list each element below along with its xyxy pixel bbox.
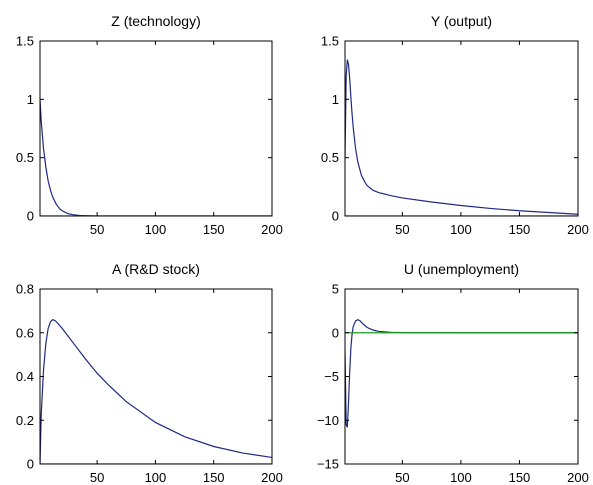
- axes-box: [39, 288, 273, 465]
- y-tick-label: 0: [332, 325, 339, 340]
- y-tick-label: 1: [27, 92, 34, 107]
- x-tick-label: 200: [567, 470, 589, 485]
- y-tick-label: 0.4: [16, 369, 34, 384]
- subplot-4: 50 100 150 200 −15 −10 −5 0 5 U (unemployment): [317, 261, 589, 485]
- chart-title: A (R&D stock): [112, 261, 200, 277]
- series-line-1: [345, 318, 578, 428]
- y-tick-label: 1.5: [16, 34, 34, 49]
- y-tick-label: −10: [317, 413, 339, 428]
- x-tick-label: 50: [90, 222, 104, 237]
- y-tick-label: 5: [332, 282, 339, 297]
- y-tick-label: 0.5: [16, 150, 34, 165]
- x-tick-label: 200: [261, 470, 283, 485]
- y-tick-label: 0: [27, 209, 34, 224]
- y-tick-label: 0.5: [321, 150, 339, 165]
- x-tick-label: 100: [450, 222, 472, 237]
- x-tick-label: 150: [203, 470, 225, 485]
- series-line-1: [40, 318, 272, 464]
- y-tick-label: 1.5: [321, 34, 339, 49]
- subplot-3: 50 100 150 200 0 0.2 0.4 0.6 0.8 A (R&D stock): [16, 261, 283, 485]
- x-tick-label: 200: [261, 222, 283, 237]
- x-tick-label: 150: [509, 222, 531, 237]
- x-tick-label: 150: [509, 470, 531, 485]
- series-line-1: [40, 99, 272, 216]
- axes-box: [344, 288, 579, 465]
- chart-title: Z (technology): [111, 13, 200, 29]
- y-tick-label: 0.8: [16, 282, 34, 297]
- axes-box: [344, 40, 579, 217]
- x-tick-label: 50: [395, 222, 409, 237]
- chart-title: Y (output): [431, 13, 492, 29]
- y-tick-label: −5: [324, 369, 339, 384]
- y-tick-label: 0.2: [16, 413, 34, 428]
- y-tick-label: −15: [317, 457, 339, 472]
- chart-title: U (unemployment): [404, 261, 519, 277]
- x-tick-label: 100: [145, 222, 167, 237]
- x-tick-label: 100: [450, 470, 472, 485]
- axes-box: [39, 40, 273, 217]
- y-tick-label: 0: [332, 209, 339, 224]
- subplot-1: 50 100 150 200 0 0.5 1 1.5 Z (technology): [16, 13, 283, 237]
- y-tick-label: 0: [27, 457, 34, 472]
- x-tick-label: 50: [90, 470, 104, 485]
- x-tick-label: 100: [145, 470, 167, 485]
- y-tick-label: 0.6: [16, 325, 34, 340]
- y-tick-label: 1: [332, 92, 339, 107]
- series-line-1: [345, 59, 578, 215]
- x-tick-label: 150: [203, 222, 225, 237]
- x-tick-label: 200: [567, 222, 589, 237]
- x-tick-label: 50: [395, 470, 409, 485]
- subplot-2: 50 100 150 200 0 0.5 1 1.5 Y (output): [321, 13, 589, 237]
